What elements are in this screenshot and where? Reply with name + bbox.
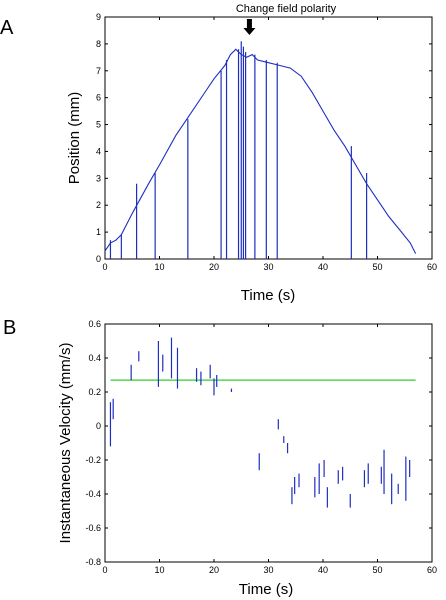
velocity-x-tick-label: 60 [427,565,437,575]
position-x-tick-label: 0 [102,262,107,272]
velocity-y-tick-label: 0 [96,421,101,431]
position-axis-ticks: 0 10 20 30 40 50 60 0 1 2 3 4 5 6 7 8 9 [96,12,437,272]
position-series [104,41,417,259]
polarity-annotation-text: Change field polarity [236,3,337,15]
position-plot-frame [104,16,433,260]
polarity-arrow-icon [243,19,256,35]
position-chart: 0 10 20 30 40 50 60 0 1 2 3 4 5 6 7 8 9 Time (s) Positio… [66,3,437,304]
position-x-tick-label: 40 [318,262,328,272]
position-x-tick-label: 50 [372,262,382,272]
position-x-tick-label: 30 [263,262,273,272]
velocity-y-tick-label: -0.6 [85,523,101,533]
velocity-y-tick-label: 0.4 [88,353,101,363]
velocity-y-tick-label: -0.4 [85,489,101,499]
position-y-tick-label: 8 [96,39,101,49]
velocity-x-tick-label: 30 [263,565,273,575]
panel-a-label: A [0,17,14,39]
velocity-x-tick-label: 10 [154,565,164,575]
position-trace-line [104,48,417,254]
velocity-series [109,337,411,508]
velocity-y-tick-label: -0.8 [85,557,101,567]
position-y-tick-label: 6 [96,93,101,103]
velocity-y-tick-label: -0.2 [85,455,101,465]
velocity-chart: 0 10 20 30 40 50 60-0.8-0.6-0.4-0.200.20.40.6 … [57,319,437,598]
panel-b-label: B [3,317,16,339]
position-y-tick-label: 1 [96,227,101,237]
position-x-tick-label: 60 [427,262,437,272]
position-y-tick-label: 3 [96,173,101,183]
velocity-x-tick-label: 20 [209,565,219,575]
position-y-tick-label: 5 [96,120,101,130]
velocity-x-tick-label: 50 [372,565,382,575]
position-y-axis-label: Position (mm) [66,92,83,185]
velocity-y-tick-label: 0.2 [88,387,101,397]
position-y-tick-label: 2 [96,200,101,210]
position-x-tick-label: 10 [154,262,164,272]
velocity-x-axis-label: Time (s) [239,581,293,598]
position-y-tick-label: 4 [96,146,101,156]
velocity-y-tick-label: 0.6 [88,319,101,329]
position-y-tick-label: 7 [96,66,101,76]
position-y-tick-label: 0 [96,254,101,264]
velocity-y-axis-label: Instantaneous Velocity (mm/s) [57,343,74,544]
position-x-axis-label: Time (s) [241,287,295,304]
position-x-tick-label: 20 [209,262,219,272]
velocity-x-tick-label: 0 [102,565,107,575]
velocity-axis-ticks: 0 10 20 30 40 50 60 -0.8 -0.6 -0.4 -0.2 0 0.2 0.4 0.6 [85,319,437,575]
velocity-plot-frame [104,323,433,563]
position-y-tick-label: 9 [96,12,101,22]
velocity-x-tick-label: 40 [318,565,328,575]
